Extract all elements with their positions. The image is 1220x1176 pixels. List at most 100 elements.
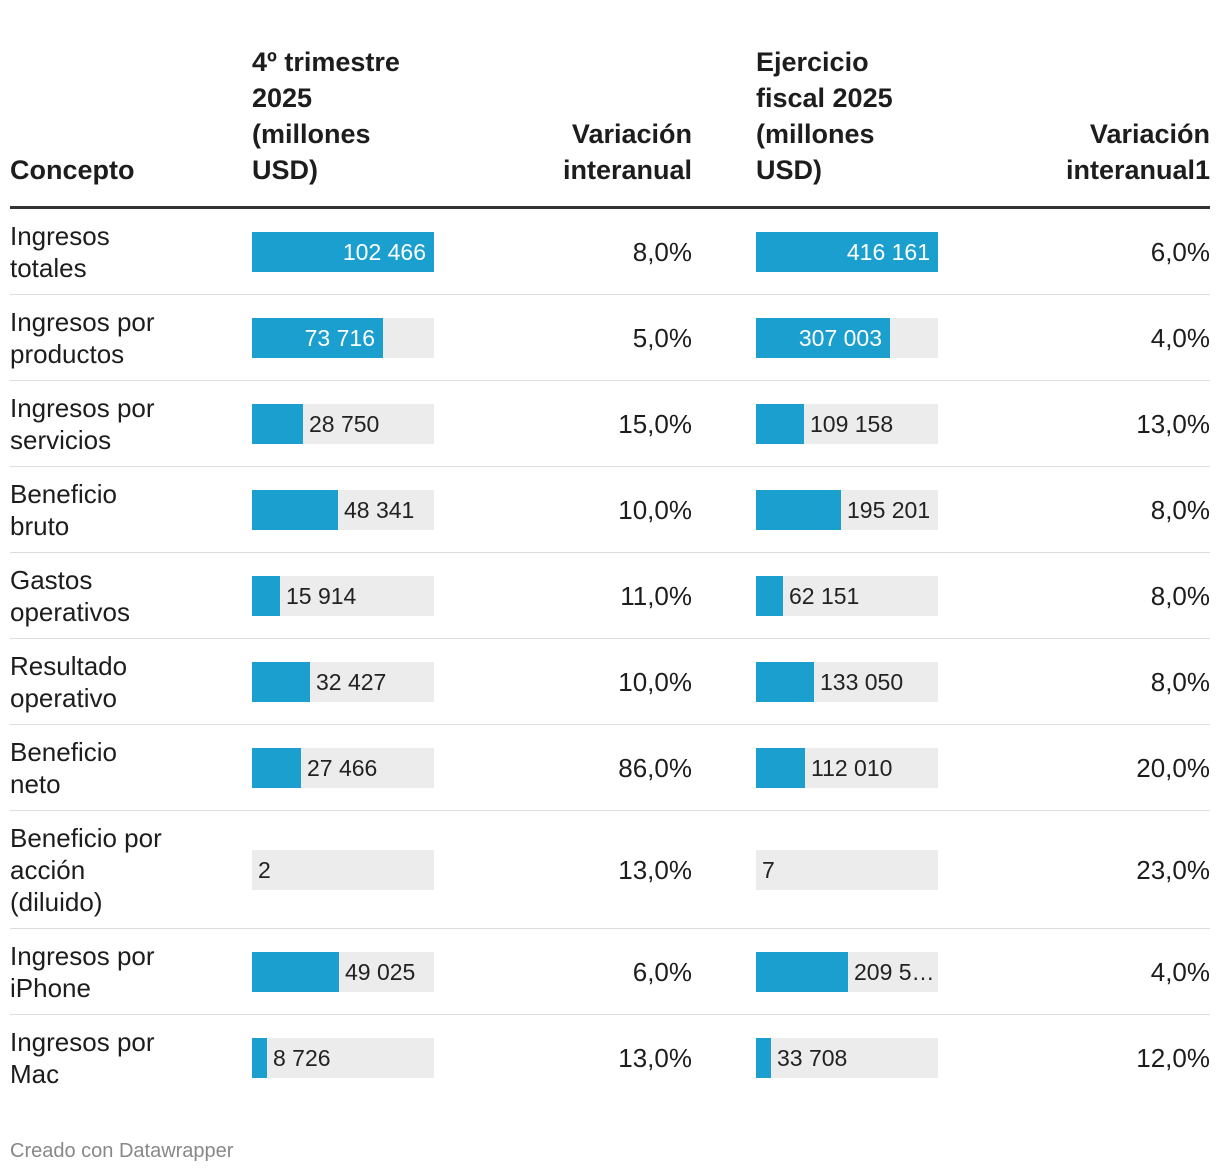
fy-bar-track: 209 5… [756,952,938,992]
q4-bar-track: 48 341 [252,490,434,530]
row-concept: Beneficio por acción (diluido) [10,823,162,917]
fy-bar[interactable] [756,318,890,358]
q4-bar-track: 28 750 [252,404,434,444]
table-row: Beneficio por acción (diluido) 2 13,0% 7 23,… [10,811,1210,929]
table-row: Ingresos por iPhone 49 025 6,0% 209 5… 4,0% [10,929,1210,1015]
table-row: Ingresos por servicios 28 750 15,0% 109 158… [10,381,1210,467]
q4-bar-track: 102 466 [252,232,434,272]
yoy-q4-value: 13,0% [618,1043,692,1073]
fy-value-label: 209 5… [854,959,935,985]
row-concept: Ingresos por iPhone [10,941,155,1003]
fy-bar[interactable] [756,662,814,702]
fy-bar-track: 62 151 [756,576,938,616]
fy-bar[interactable] [756,952,848,992]
q4-value-label: 73 716 [304,325,375,351]
yoy-fiscal-value: 4,0% [1150,957,1210,987]
fy-value-label: 33 708 [777,1045,848,1071]
fy-value-label: 7 [762,857,775,883]
table-row: Resultado operativo 32 427 10,0% 133 050 8,0… [10,639,1210,725]
header-yoy-fiscal[interactable]: Variación interanual1 [1065,119,1210,185]
q4-value-label: 8 726 [273,1045,331,1071]
table-header: Concepto 4º trimestre 2025 (millones USD… [10,0,1210,209]
fy-bar[interactable] [756,232,938,272]
fy-bar-track: 133 050 [756,662,938,702]
header-concept[interactable]: Concepto [10,155,135,185]
fy-bar[interactable] [756,576,783,616]
fy-bar-track: 33 708 [756,1038,938,1078]
yoy-q4-value: 10,0% [618,495,692,525]
fy-bar-track: 112 010 [756,748,938,788]
q4-bar[interactable] [252,404,303,444]
q4-value-label: 49 025 [345,959,416,985]
yoy-q4-value: 15,0% [618,409,692,439]
fy-bar-track: 109 158 [756,404,938,444]
fy-value-label: 307 003 [798,325,882,351]
q4-bar-track: 73 716 [252,318,434,358]
yoy-q4-value: 6,0% [632,957,692,987]
yoy-q4-value: 5,0% [632,323,692,353]
q4-value-label: 102 466 [342,239,426,265]
table-row: Beneficio bruto 48 341 10,0% 195 201 8,0% [10,467,1210,553]
q4-bar[interactable] [252,748,301,788]
q4-value-label: 48 341 [344,497,415,523]
table-row: Ingresos totales 102 466 8,0% 416 161 6,0% [10,209,1210,295]
q4-value-label: 28 750 [309,411,380,437]
fy-value-label: 109 158 [810,411,894,437]
row-concept: Ingresos por servicios [10,393,155,455]
yoy-fiscal-value: 4,0% [1150,323,1210,353]
q4-bar-track: 49 025 [252,952,434,992]
row-concept: Ingresos por Mac [10,1027,155,1089]
yoy-q4-value: 86,0% [618,753,692,783]
row-concept: Beneficio bruto [10,479,117,541]
fy-bar[interactable] [756,404,804,444]
yoy-fiscal-value: 20,0% [1136,753,1210,783]
fy-value-label: 112 010 [811,755,893,781]
yoy-fiscal-value: 8,0% [1150,495,1210,525]
row-concept: Beneficio neto [10,737,117,799]
q4-value-label: 15 914 [286,583,357,609]
q4-bar[interactable] [252,490,338,530]
fy-value-label: 62 151 [789,583,860,609]
q4-bar[interactable] [252,232,434,272]
credit-footer: Creado con Datawrapper [10,1140,234,1162]
q4-bar-track: 32 427 [252,662,434,702]
q4-bar[interactable] [252,576,280,616]
fy-bar-track: 416 161 [756,232,938,272]
fy-bar[interactable] [756,748,805,788]
fy-bar-track: 195 201 [756,490,938,530]
fy-bar[interactable] [756,1038,771,1078]
yoy-fiscal-value: 6,0% [1150,237,1210,267]
fy-value-label: 133 050 [820,669,904,695]
q4-value-label: 27 466 [307,755,378,781]
yoy-fiscal-value: 23,0% [1136,855,1210,885]
q4-bar[interactable] [252,662,310,702]
header-q4-2025[interactable]: 4º trimestre 2025 (millones USD) [252,47,400,185]
fy-bar[interactable] [756,490,841,530]
q4-bar[interactable] [252,318,383,358]
table-row: Beneficio neto 27 466 86,0% 112 010 20,0% [10,725,1210,811]
q4-bar-track: 2 [252,850,434,890]
q4-bar-track: 15 914 [252,576,434,616]
q4-bar-track: 27 466 [252,748,434,788]
table-row: Ingresos por Mac 8 726 13,0% 33 708 12,0% [10,1015,1210,1101]
header-fiscal-2025[interactable]: Ejercicio fiscal 2025 (millones USD) [756,47,893,185]
table-row: Ingresos por productos 73 716 5,0% 307 003 4… [10,295,1210,381]
fy-bar-track: 7 [756,850,938,890]
q4-bar[interactable] [252,952,339,992]
header-yoy-q4[interactable]: Variación interanual [562,119,692,185]
q4-bar[interactable] [252,1038,267,1078]
table-row: Gastos operativos 15 914 11,0% 62 151 8,0% [10,553,1210,639]
fy-value-label: 416 161 [846,239,930,265]
fy-bar-track: 307 003 [756,318,938,358]
yoy-fiscal-value: 13,0% [1136,409,1210,439]
q4-value-label: 2 [258,857,271,883]
row-concept: Ingresos por productos [10,307,155,369]
row-concept: Resultado operativo [10,651,128,713]
fy-value-label: 195 201 [847,497,931,523]
yoy-q4-value: 8,0% [632,237,692,267]
q4-value-label: 32 427 [316,669,387,695]
yoy-fiscal-value: 8,0% [1150,667,1210,697]
yoy-q4-value: 13,0% [618,855,692,885]
row-concept: Ingresos totales [10,221,110,283]
row-concept: Gastos operativos [10,565,130,627]
